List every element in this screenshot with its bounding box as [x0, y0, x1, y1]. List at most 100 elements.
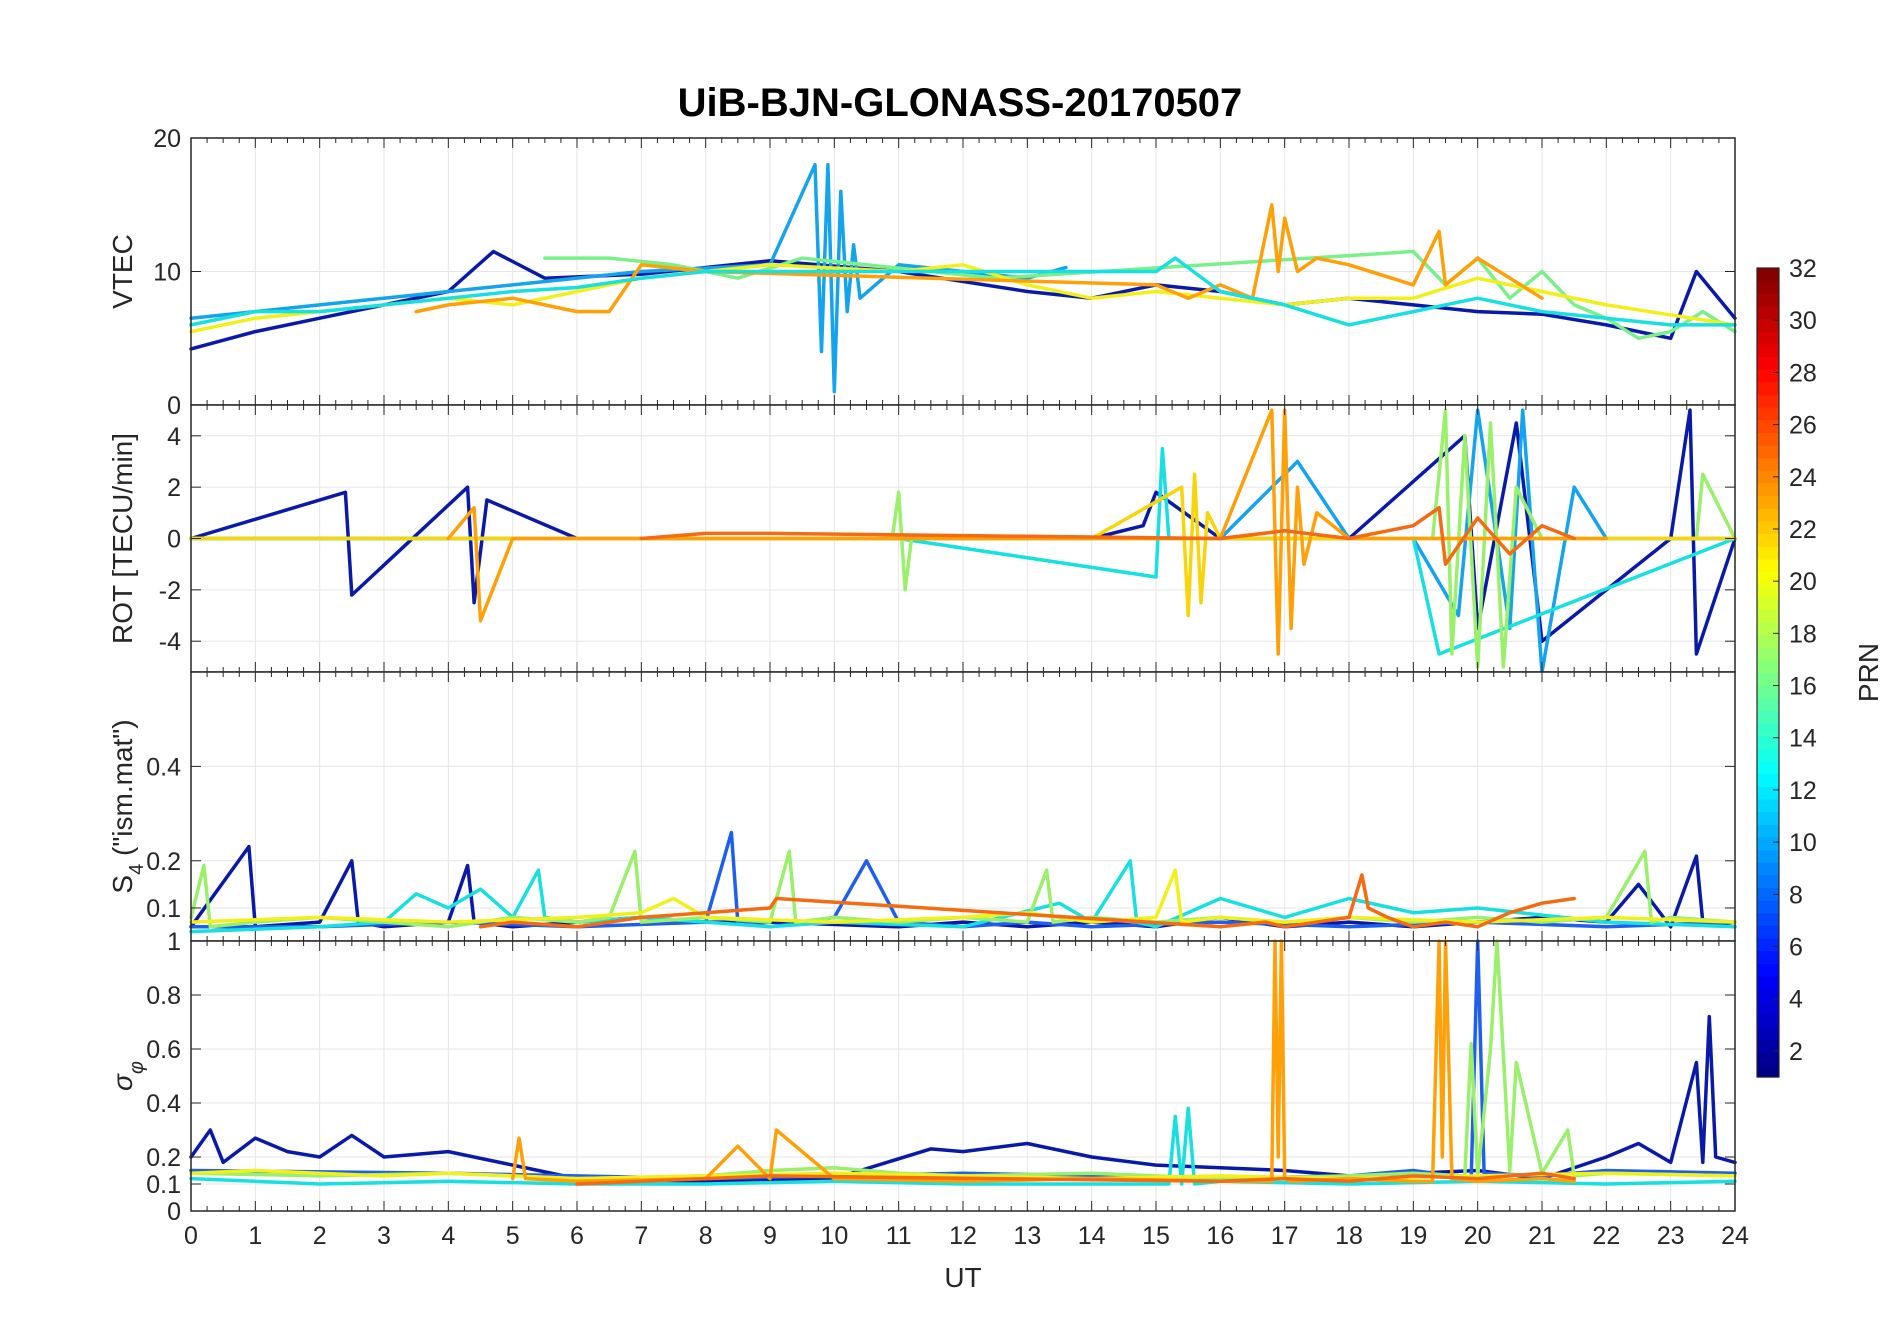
colorbar-segment [1757, 760, 1779, 775]
colorbar-segment [1757, 900, 1779, 914]
colorbar-label: PRN [1853, 643, 1884, 702]
y-axis-label: VTEC [107, 234, 138, 309]
series-group [189, 939, 1737, 1186]
x-tick-label: 3 [377, 1222, 391, 1250]
colorbar-segment [1757, 495, 1779, 509]
colorbar-segment [1757, 331, 1779, 345]
series-line-prn-24 [639, 505, 1576, 566]
colorbar-segment [1757, 659, 1779, 674]
series-group [189, 830, 1737, 934]
colorbar-segment [1757, 710, 1779, 724]
colorbar-segment [1757, 1039, 1779, 1053]
x-tick-label: 19 [1399, 1222, 1427, 1250]
colorbar-segment [1757, 356, 1779, 370]
y-tick-label: 0 [167, 1198, 181, 1226]
colorbar-segment [1757, 381, 1779, 396]
y-tick-label: 0.4 [146, 753, 181, 781]
colorbar-segment [1757, 887, 1779, 901]
y-ticks: 0.1 0.2 0.4 [146, 753, 1735, 923]
x-tick-label: 7 [634, 1222, 648, 1250]
series-line-prn-23 [510, 939, 1576, 1184]
colorbar-segment [1757, 824, 1779, 838]
colorbar-segment [1757, 457, 1779, 471]
x-tick-label: 15 [1142, 1222, 1170, 1250]
colorbar-segment [1757, 419, 1779, 433]
series-line-prn-24 [478, 873, 1576, 929]
x-tick-label: 2 [313, 1222, 327, 1250]
chart-title: UiB-BJN-GLONASS-20170507 [678, 81, 1243, 125]
series-group [189, 162, 1737, 394]
colorbar-tick-label: 16 [1789, 673, 1817, 701]
x-tick-label: 18 [1335, 1222, 1363, 1250]
colorbar-segment [1757, 874, 1779, 888]
colorbar-segment [1757, 470, 1779, 484]
y-axis-label: σφ [107, 1061, 148, 1091]
colorbar-segment [1757, 685, 1779, 699]
colorbar-tick-label: 22 [1789, 516, 1817, 544]
colorbar-tick-label: 2 [1789, 1038, 1803, 1066]
series-group [189, 408, 1737, 674]
x-tick-label: 4 [441, 1222, 455, 1250]
y-ticks: 0 10 20 [153, 125, 1735, 420]
colorbar-segment [1757, 672, 1779, 686]
x-tick-label: 10 [820, 1222, 848, 1250]
colorbar-segment [1757, 798, 1779, 813]
colorbar-tick-label: 10 [1789, 829, 1817, 857]
colorbar-tick-label: 30 [1789, 307, 1817, 335]
x-tick-label: 17 [1271, 1222, 1299, 1250]
colorbar-segment [1757, 723, 1779, 737]
colorbar-segment [1757, 912, 1779, 926]
colorbar-segment [1757, 811, 1779, 825]
colorbar-segment [1757, 634, 1779, 648]
x-tick-label: 6 [570, 1222, 584, 1250]
colorbar-segment [1757, 1001, 1779, 1015]
colorbar-segment [1757, 950, 1779, 964]
colorbar-segment [1757, 988, 1779, 1002]
y-axis-label: S4 ("ism.mat") [107, 719, 148, 893]
colorbar-segment [1757, 836, 1779, 851]
colorbar-segment [1757, 508, 1779, 522]
x-tick-label: 11 [886, 1222, 912, 1250]
series-line-prn-23 [414, 203, 1544, 314]
colorbar-segment [1757, 533, 1779, 547]
y-tick-label: 0.1 [146, 895, 181, 923]
x-tick-label: 0 [184, 1222, 198, 1250]
colorbar-segment [1757, 558, 1779, 572]
colorbar-segment [1757, 546, 1779, 560]
colorbar-segment [1757, 293, 1779, 307]
colorbar-frame [1756, 267, 1780, 1078]
y-tick-label: 0.8 [146, 982, 181, 1010]
y-ticks: -4 -2 0 2 4 [159, 423, 1735, 656]
x-tick-label: 23 [1657, 1222, 1685, 1250]
colorbar-segment [1757, 268, 1779, 282]
colorbar-segment [1757, 786, 1779, 800]
series-line-prn-2 [189, 408, 1737, 656]
y-tick-label: 0 [167, 526, 181, 554]
grid [190, 672, 1736, 941]
y-tick-label: 20 [153, 125, 181, 153]
colorbar-segment [1757, 343, 1779, 358]
colorbar-segment [1757, 773, 1779, 787]
x-ticks [190, 405, 1736, 672]
colorbar-segment [1757, 482, 1779, 497]
colorbar-segment [1757, 596, 1779, 610]
colorbar-tick-label: 20 [1789, 568, 1817, 596]
colorbar-segment [1757, 584, 1779, 598]
x-tick-label: 14 [1078, 1222, 1106, 1250]
x-ticks [190, 672, 1736, 941]
x-tick-label: 24 [1721, 1222, 1749, 1250]
colorbar-segment [1757, 697, 1779, 712]
colorbar-segment [1757, 280, 1779, 294]
colorbar-tick-label: 18 [1789, 620, 1817, 648]
colorbar-segment [1757, 925, 1779, 939]
colorbar-segment [1757, 735, 1779, 749]
colorbar-segment [1757, 432, 1779, 446]
y-tick-label: 0.1 [146, 1171, 181, 1199]
y-tick-label: 10 [153, 259, 181, 287]
colorbar-tick-label: 4 [1789, 986, 1803, 1014]
colorbar-segment [1757, 621, 1779, 636]
x-tick-label: 8 [699, 1222, 713, 1250]
colorbar-tick-label: 28 [1789, 359, 1817, 387]
colorbar-segment [1757, 394, 1779, 408]
